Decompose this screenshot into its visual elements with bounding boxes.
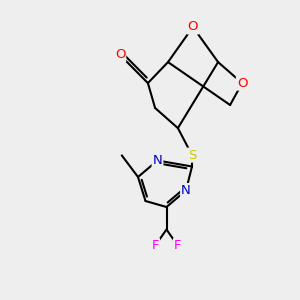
Text: S: S [188,148,196,162]
Text: O: O [237,76,247,90]
Text: O: O [115,48,125,62]
Text: F: F [152,239,159,252]
Text: O: O [188,20,198,34]
Text: N: N [181,184,191,197]
Text: N: N [153,154,162,167]
Text: F: F [174,239,182,252]
